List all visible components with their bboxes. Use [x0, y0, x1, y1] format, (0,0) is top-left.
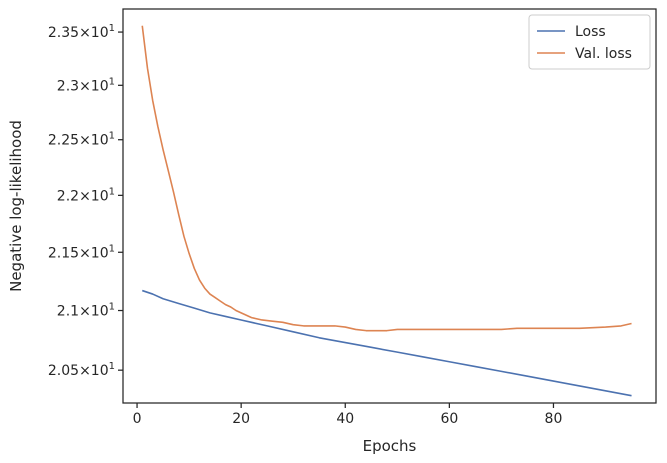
y-tick-exponent: 1 — [109, 361, 115, 372]
y-tick-times: × — [79, 245, 91, 261]
y-tick-mantissa: 2.2 — [57, 188, 79, 204]
plot-area — [122, 8, 657, 404]
y-tick-exponent: 1 — [109, 302, 115, 313]
y-tick-base: 10 — [91, 133, 109, 149]
y-tick-times: × — [79, 133, 91, 149]
y-tick-times: × — [79, 25, 91, 41]
y-tick-base: 10 — [91, 245, 109, 261]
y-tick-exponent: 1 — [109, 131, 115, 142]
y-tick-label: 2.1×101 — [57, 302, 115, 320]
y-tick-label: 2.3×101 — [57, 76, 115, 94]
x-tick-label: 0 — [133, 411, 142, 427]
y-tick-exponent: 1 — [109, 243, 115, 254]
y-tick-mantissa: 2.3 — [57, 78, 79, 94]
y-tick-label: 2.15×101 — [48, 243, 115, 261]
y-tick-mantissa: 2.05 — [48, 363, 79, 379]
y-tick-label: 2.25×101 — [48, 131, 115, 149]
y-tick-times: × — [79, 188, 91, 204]
y-tick-times: × — [79, 304, 91, 320]
series-lines — [141, 25, 632, 397]
legend-label-1: Val. loss — [575, 46, 632, 62]
y-tick-label: 2.05×101 — [48, 361, 115, 379]
y-tick-mantissa: 2.25 — [48, 133, 79, 149]
x-tick-label: 80 — [545, 411, 563, 427]
y-tick-times: × — [79, 78, 91, 94]
series-line-0 — [142, 289, 632, 397]
y-tick-mantissa: 2.1 — [57, 304, 79, 320]
y-axis-ticks: 2.05×1012.1×1012.15×1012.2×1012.25×1012.… — [48, 23, 123, 379]
y-tick-label: 2.2×101 — [57, 186, 115, 204]
y-tick-exponent: 1 — [109, 23, 115, 34]
y-tick-label: 2.35×101 — [48, 23, 115, 41]
y-axis-label: Negative log-likelihood — [7, 120, 25, 292]
legend-label-0: Loss — [575, 24, 606, 40]
x-tick-label: 40 — [336, 411, 354, 427]
x-tick-label: 20 — [232, 411, 250, 427]
y-tick-base: 10 — [91, 363, 109, 379]
x-axis-ticks: 0 20 40 60 80 — [133, 403, 563, 427]
y-tick-mantissa: 2.35 — [48, 25, 79, 41]
y-tick-exponent: 1 — [109, 186, 115, 197]
legend: Loss Val. loss — [528, 14, 651, 70]
y-tick-exponent: 1 — [109, 76, 115, 87]
y-tick-base: 10 — [91, 25, 109, 41]
series-line-1 — [141, 25, 632, 332]
y-tick-mantissa: 2.15 — [48, 245, 79, 261]
x-tick-label: 60 — [440, 411, 458, 427]
legend-frame — [528, 14, 651, 70]
y-tick-base: 10 — [91, 188, 109, 204]
y-tick-base: 10 — [91, 78, 109, 94]
y-tick-base: 10 — [91, 304, 109, 320]
y-tick-times: × — [79, 363, 91, 379]
x-axis-label: Epochs — [363, 437, 417, 455]
